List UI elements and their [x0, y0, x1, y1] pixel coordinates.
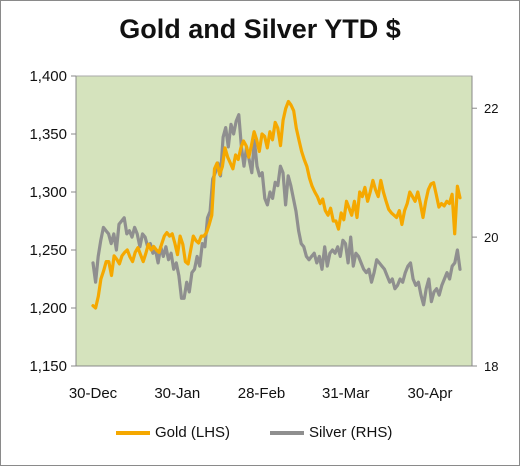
y-left-tick-label: 1,400 — [29, 68, 67, 85]
series-line-silver — [91, 113, 462, 307]
x-tick-label: 30-Dec — [69, 385, 118, 402]
legend-label-gold: Gold (LHS) — [155, 424, 231, 441]
legend-label-silver: Silver (RHS) — [309, 424, 393, 441]
legend-item-silver: Silver (RHS) — [270, 424, 392, 441]
y-left-tick-label: 1,200 — [29, 300, 67, 317]
y-left-tick-label: 1,250 — [29, 242, 67, 259]
y-right-tick-label: 22 — [484, 101, 498, 116]
legend-item-gold: Gold (LHS) — [116, 424, 230, 441]
x-tick-label: 30-Apr — [407, 385, 452, 402]
y-left-tick-label: 1,150 — [29, 358, 67, 375]
x-tick-label: 30-Jan — [154, 385, 200, 402]
y-right-tick-label: 18 — [484, 359, 498, 374]
y-left-tick-label: 1,350 — [29, 126, 67, 143]
chart-legend: Gold (LHS) Silver (RHS) — [0, 424, 520, 448]
y-right-tick-label: 20 — [484, 230, 498, 245]
series-line-gold — [91, 99, 462, 310]
legend-swatch-gold — [116, 430, 150, 435]
plot-area — [75, 75, 473, 367]
x-tick-label: 28-Feb — [238, 385, 286, 402]
x-tick-label: 31-Mar — [322, 385, 370, 402]
chart-title: Gold and Silver YTD $ — [119, 14, 401, 44]
legend-swatch-silver — [270, 430, 304, 435]
y-left-tick-label: 1,300 — [29, 184, 67, 201]
